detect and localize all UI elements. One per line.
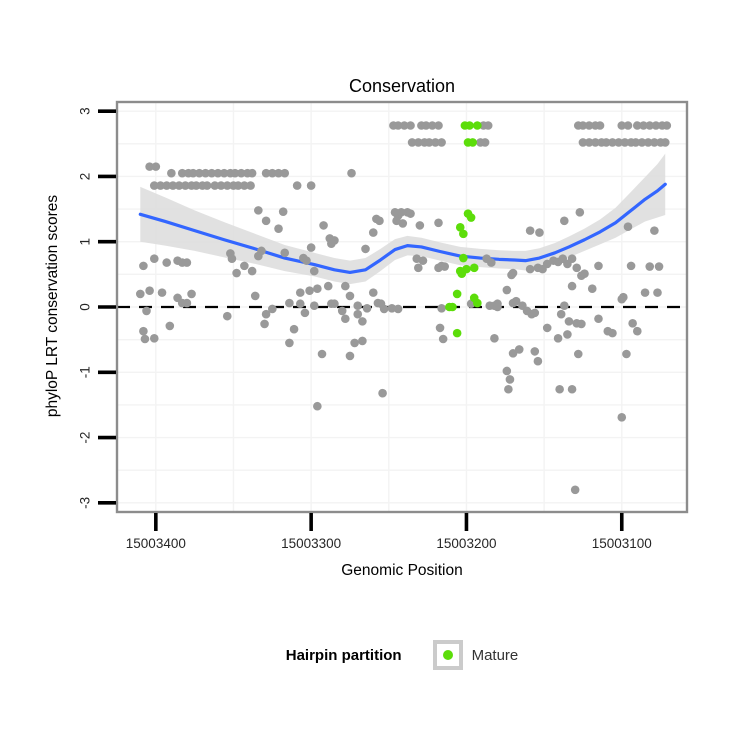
- svg-text:-2: -2: [78, 432, 93, 444]
- svg-text:3: 3: [78, 107, 93, 115]
- svg-text:0: 0: [78, 303, 93, 311]
- legend-item-label: Mature: [471, 646, 519, 664]
- svg-text:-1: -1: [78, 366, 93, 378]
- svg-text:15003200: 15003200: [436, 536, 496, 551]
- legend: Hairpin partition Mature: [117, 640, 687, 670]
- legend-title: Hairpin partition: [285, 646, 402, 664]
- mature-point-icon: [442, 650, 453, 660]
- x-axis-title: Genomic Position: [341, 562, 463, 579]
- svg-text:15003100: 15003100: [592, 536, 652, 551]
- legend-key-box: [432, 640, 463, 670]
- svg-text:-3: -3: [78, 497, 93, 509]
- svg-text:2: 2: [78, 173, 93, 181]
- svg-text:15003300: 15003300: [281, 536, 341, 551]
- svg-text:15003400: 15003400: [126, 536, 186, 551]
- chart-title: Conservation: [348, 76, 456, 96]
- svg-text:1: 1: [78, 238, 93, 246]
